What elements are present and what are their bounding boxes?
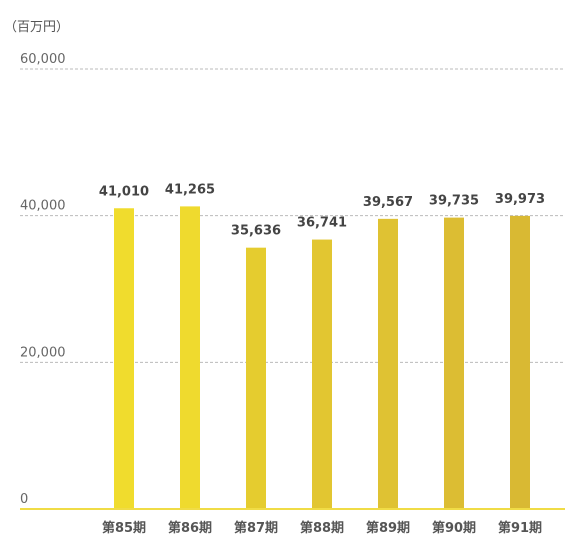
bar — [114, 208, 134, 509]
category-label: 第85期 — [102, 520, 146, 536]
category-label: 第91期 — [498, 520, 542, 536]
bar — [510, 215, 530, 509]
data-label: 36,741 — [297, 216, 347, 231]
y-tick-label: 40,000 — [20, 199, 66, 214]
y-axis-ticks: 0 20,000 40,000 60,000 — [20, 52, 66, 507]
data-label: 39,567 — [363, 195, 413, 210]
y-tick-label: 20,000 — [20, 345, 66, 360]
category-label: 第87期 — [234, 520, 278, 536]
bar — [444, 217, 464, 510]
y-tick-label: 60,000 — [20, 52, 66, 67]
category-label: 第86期 — [168, 520, 212, 536]
category-label: 第89期 — [366, 520, 410, 536]
data-label: 41,265 — [165, 182, 215, 197]
bar — [378, 218, 398, 510]
bar — [312, 239, 332, 510]
category-label: 第90期 — [432, 520, 476, 536]
x-axis-labels: 第85期 第86期 第87期 第88期 第89期 第90期 第91期 — [102, 520, 542, 536]
bars — [114, 206, 530, 510]
category-label: 第88期 — [300, 520, 344, 536]
data-label: 41,010 — [99, 184, 149, 199]
y-tick-label: 0 — [20, 492, 28, 507]
data-label: 39,735 — [429, 194, 479, 209]
data-labels: 41,010 41,265 35,636 36,741 39,567 39,735 39,9… — [99, 182, 545, 238]
unit-label: （百万円） — [4, 20, 69, 35]
data-label: 39,973 — [495, 192, 545, 207]
bar — [246, 247, 266, 510]
data-label: 35,636 — [231, 224, 281, 239]
bar — [180, 206, 200, 509]
gridlines — [20, 68, 565, 363]
